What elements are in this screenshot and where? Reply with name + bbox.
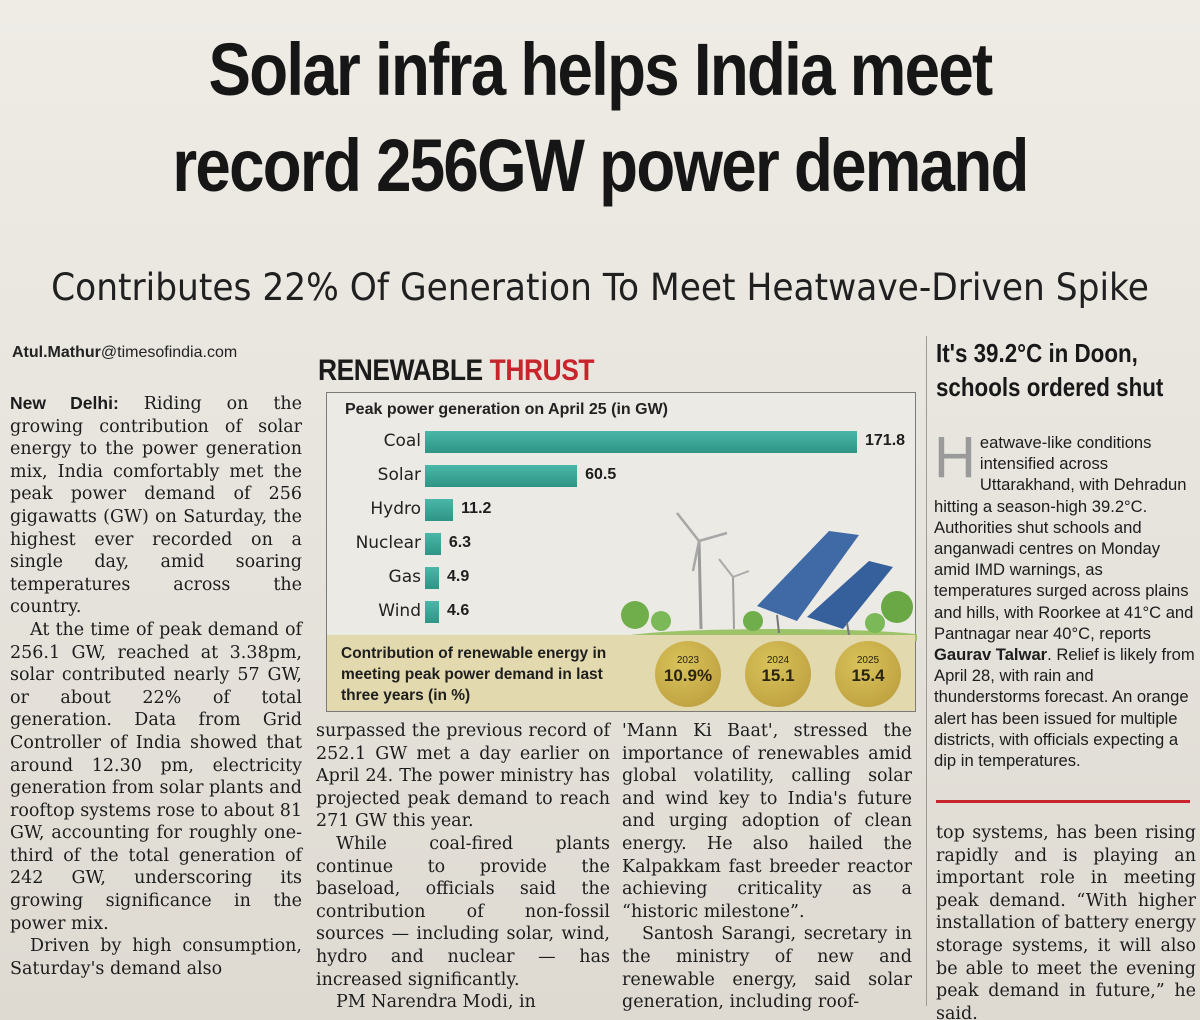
headline-line-2: record 256GW power demand [172, 124, 1029, 207]
chart-title: Peak power generation on April 25 (in GW… [345, 401, 669, 418]
bar-solar [425, 465, 578, 487]
contribution-coin-2023: 2023 10.9% [655, 641, 721, 707]
sidebar-headline-line-2: schools ordered shut [936, 372, 1164, 402]
bar-value-label: 11.2 [461, 500, 492, 517]
bar-value-label: 4.6 [447, 602, 470, 619]
tree-icon [621, 591, 913, 633]
bar-value-label: 171.8 [865, 432, 906, 449]
story-paragraph: surpassed the previous record of 252.1 G… [316, 721, 610, 832]
coin-value: 10.9% [663, 666, 713, 685]
sidebar-reporter: Gaurav Talwar [934, 645, 1048, 665]
bar-category-label: Nuclear [355, 533, 421, 553]
bar-category-label: Coal [383, 431, 421, 451]
dateline: New Delhi: [10, 393, 119, 413]
bar-hydro [425, 499, 454, 521]
coin-value: 15.1 [761, 666, 795, 685]
renewable-thrust-infographic: RENEWABLE THRUST Peak power generation o… [312, 346, 922, 718]
headline: Solar infra helps India meet record 256G… [84, 22, 1116, 214]
story-column-1: New Delhi: Riding on the growing contrib… [10, 392, 302, 980]
bar-nuclear [425, 533, 441, 555]
infographic-title-a: RENEWABLE [318, 354, 483, 387]
story-paragraph: 'Mann Ki Baat', stressed the importance … [622, 721, 912, 922]
story-column-2: surpassed the previous record of 252.1 G… [316, 720, 610, 1014]
story-paragraph: New Delhi: Riding on the growing contrib… [10, 392, 302, 619]
byline-domain: @timesofindia.com [100, 344, 238, 361]
sidebar-text-b: . Relief is likely from April 28, with r… [934, 645, 1195, 771]
solar-panel-icon [757, 531, 893, 636]
bar-category-label: Hydro [370, 499, 421, 519]
wind-turbine-icon [676, 512, 750, 630]
sidebar-headline-line-1: It's 39.2°C in Doon, [936, 338, 1138, 368]
story-paragraph: While coal-fired plants continue to prov… [316, 833, 610, 990]
bar-coal [425, 431, 857, 453]
bar-wind [425, 601, 439, 623]
contribution-panel: Contribution of renewable energy in meet… [327, 635, 915, 711]
story-paragraph: Driven by high consumption, Saturday's d… [10, 936, 302, 979]
bar-value-label: 4.9 [447, 568, 470, 585]
byline: Atul.Mathur@timesofindia.com [12, 344, 237, 362]
infographic-title-b: THRUST [489, 354, 595, 387]
infographic-title: RENEWABLE THRUST [318, 354, 594, 388]
coin-year: 2023 [676, 655, 700, 666]
kicker: Contributes 22% Of Generation To Meet He… [51, 266, 1149, 309]
chart-box: Peak power generation on April 25 (in GW… [326, 392, 917, 712]
story-paragraph: top systems, has been rising rapidly and… [936, 823, 1196, 1020]
bar-row-hydro: Hydro 11.2 [327, 497, 917, 523]
bar-category-label: Gas [388, 567, 421, 587]
bar-value-label: 6.3 [448, 534, 472, 551]
contribution-label: Contribution of renewable energy in meet… [341, 645, 607, 704]
story-column-4: top systems, has been rising rapidly and… [936, 822, 1196, 1020]
coin-year: 2025 [856, 655, 880, 666]
column-divider [926, 336, 927, 1006]
coin-year: 2024 [766, 655, 790, 666]
bar-row-solar: Solar 60.5 [327, 463, 917, 489]
bar-row-coal: Coal 171.8 [327, 429, 917, 455]
story-paragraph: At the time of peak demand of 256.1 GW, … [10, 619, 302, 934]
bar-category-label: Solar [377, 465, 421, 485]
sidebar-headline: It's 39.2°C in Doon, schools ordered shu… [936, 336, 1164, 404]
byline-name: Atul.Mathur [12, 344, 101, 361]
bar-gas [425, 567, 439, 589]
contribution-coin-2025: 2025 15.4 [835, 641, 901, 707]
story-paragraph: Santosh Sarangi, secretary in the minist… [622, 924, 912, 1013]
headline-line-1: Solar infra helps India meet [208, 28, 994, 111]
bar-category-label: Wind [378, 601, 421, 621]
contribution-coin-2024: 2024 15.1 [745, 641, 811, 707]
coin-value: 15.4 [851, 666, 885, 685]
story-text: Riding on the growing contribution of so… [10, 394, 302, 618]
sidebar-divider [936, 800, 1190, 803]
bar-value-label: 60.5 [585, 466, 617, 483]
sidebar-text-a: eatwave-like conditions intensified acro… [934, 433, 1194, 643]
bar-row-wind: Wind 4.6 [327, 599, 917, 625]
bar-row-nuclear: Nuclear 6.3 [327, 531, 917, 557]
story-column-3: 'Mann Ki Baat', stressed the importance … [622, 720, 912, 1014]
story-paragraph: PM Narendra Modi, in [336, 992, 536, 1013]
bar-row-gas: Gas 4.9 [327, 565, 917, 591]
drop-cap: H [934, 425, 976, 490]
